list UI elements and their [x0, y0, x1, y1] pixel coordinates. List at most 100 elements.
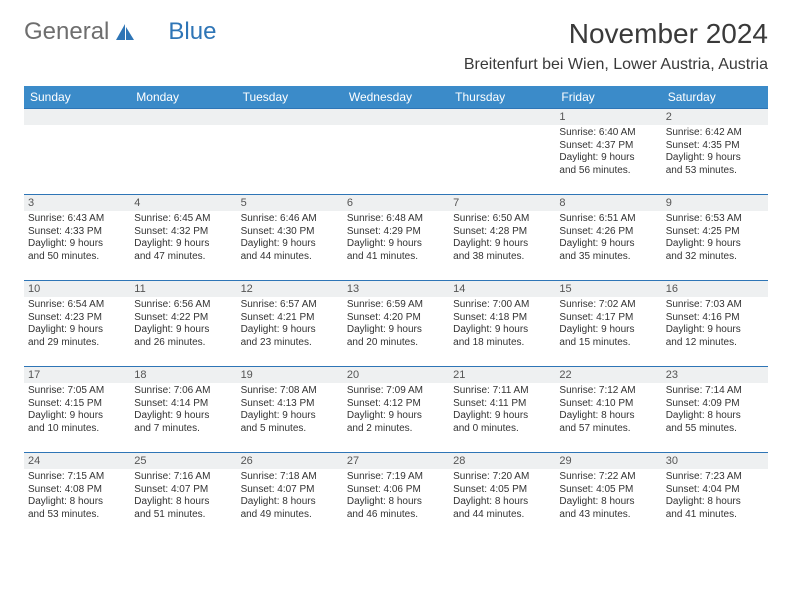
sunrise-text: Sunrise: 7:23 AM [666, 471, 764, 484]
sunrise-text: Sunrise: 6:43 AM [28, 213, 126, 226]
sunrise-text: Sunrise: 7:16 AM [134, 471, 232, 484]
daylight-line2: and 41 minutes. [347, 251, 445, 264]
daylight-line2: and 35 minutes. [559, 251, 657, 264]
calendar-cell: 21Sunrise: 7:11 AMSunset: 4:11 PMDayligh… [449, 366, 555, 452]
sunset-text: Sunset: 4:07 PM [241, 484, 339, 497]
daylight-line2: and 57 minutes. [559, 423, 657, 436]
daylight-line1: Daylight: 8 hours [28, 496, 126, 509]
day-number: 30 [662, 453, 768, 469]
cell-body: Sunrise: 7:16 AMSunset: 4:07 PMDaylight:… [130, 469, 236, 525]
calendar-cell: 7Sunrise: 6:50 AMSunset: 4:28 PMDaylight… [449, 194, 555, 280]
day-number: 7 [449, 195, 555, 211]
cell-body: Sunrise: 7:08 AMSunset: 4:13 PMDaylight:… [237, 383, 343, 439]
cell-body: Sunrise: 6:46 AMSunset: 4:30 PMDaylight:… [237, 211, 343, 267]
cell-body: Sunrise: 7:02 AMSunset: 4:17 PMDaylight:… [555, 297, 661, 353]
day-number: 27 [343, 453, 449, 469]
sunset-text: Sunset: 4:26 PM [559, 226, 657, 239]
daylight-line2: and 26 minutes. [134, 337, 232, 350]
calendar-cell: 8Sunrise: 6:51 AMSunset: 4:26 PMDaylight… [555, 194, 661, 280]
cell-body: Sunrise: 6:42 AMSunset: 4:35 PMDaylight:… [662, 125, 768, 181]
cell-body: Sunrise: 7:00 AMSunset: 4:18 PMDaylight:… [449, 297, 555, 353]
daylight-line2: and 44 minutes. [241, 251, 339, 264]
day-number: 15 [555, 281, 661, 297]
sunset-text: Sunset: 4:11 PM [453, 398, 551, 411]
calendar-cell: 12Sunrise: 6:57 AMSunset: 4:21 PMDayligh… [237, 280, 343, 366]
cell-body: Sunrise: 7:19 AMSunset: 4:06 PMDaylight:… [343, 469, 449, 525]
month-title: November 2024 [464, 18, 768, 50]
daylight-line2: and 2 minutes. [347, 423, 445, 436]
calendar-cell: 24 Sunrise: 7:15 AMSunset: 4:08 PMDayligh… [24, 452, 130, 538]
cell-body: Sunrise: 6:57 AMSunset: 4:21 PMDaylight:… [237, 297, 343, 353]
daylight-line1: Daylight: 9 hours [666, 152, 764, 165]
sunset-text: Sunset: 4:30 PM [241, 226, 339, 239]
daylight-line2: and 10 minutes. [28, 423, 126, 436]
sunrise-text: Sunrise: 7:00 AM [453, 299, 551, 312]
sail-icon [114, 22, 136, 42]
header: General Blue November 2024 Breitenfurt b… [24, 18, 768, 74]
cell-body: Sunrise: 7:23 AMSunset: 4:04 PMDaylight:… [662, 469, 768, 525]
day-number: 18 [130, 367, 236, 383]
day-number: 19 [237, 367, 343, 383]
sunset-text: Sunset: 4:15 PM [28, 398, 126, 411]
sunrise-text: Sunrise: 6:57 AM [241, 299, 339, 312]
daylight-line2: and 41 minutes. [666, 509, 764, 522]
sunset-text: Sunset: 4:22 PM [134, 312, 232, 325]
cell-body: Sunrise: 7:09 AMSunset: 4:12 PMDaylight:… [343, 383, 449, 439]
sunrise-text: Sunrise: 7:03 AM [666, 299, 764, 312]
sunrise-text: Sunrise: 7:05 AM [28, 385, 126, 398]
day-header: Wednesday [343, 86, 449, 108]
daylight-line1: Daylight: 9 hours [134, 410, 232, 423]
daylight-line2: and 44 minutes. [453, 509, 551, 522]
sunset-text: Sunset: 4:08 PM [28, 484, 126, 497]
day-number: 24 [24, 453, 130, 469]
daylight-line2: and 46 minutes. [347, 509, 445, 522]
calendar-cell: 20Sunrise: 7:09 AMSunset: 4:12 PMDayligh… [343, 366, 449, 452]
day-number: 23 [662, 367, 768, 383]
day-number: 22 [555, 367, 661, 383]
cell-body: Sunrise: 7:03 AMSunset: 4:16 PMDaylight:… [662, 297, 768, 353]
daylight-line2: and 32 minutes. [666, 251, 764, 264]
calendar-cell: 10Sunrise: 6:54 AMSunset: 4:23 PMDayligh… [24, 280, 130, 366]
daylight-line1: Daylight: 9 hours [28, 238, 126, 251]
sunset-text: Sunset: 4:12 PM [347, 398, 445, 411]
sunrise-text: Sunrise: 7:15 AM [28, 471, 126, 484]
day-number: 12 [237, 281, 343, 297]
calendar-grid: SundayMondayTuesdayWednesdayThursdayFrid… [24, 86, 768, 538]
daylight-line2: and 51 minutes. [134, 509, 232, 522]
daylight-line2: and 12 minutes. [666, 337, 764, 350]
sunrise-text: Sunrise: 6:40 AM [559, 127, 657, 140]
daylight-line1: Daylight: 9 hours [134, 238, 232, 251]
location-text: Breitenfurt bei Wien, Lower Austria, Aus… [464, 56, 768, 74]
daylight-line1: Daylight: 9 hours [559, 324, 657, 337]
day-number: 25 [130, 453, 236, 469]
day-number: 14 [449, 281, 555, 297]
sunrise-text: Sunrise: 7:02 AM [559, 299, 657, 312]
daylight-line1: Daylight: 9 hours [134, 324, 232, 337]
calendar-cell: 14Sunrise: 7:00 AMSunset: 4:18 PMDayligh… [449, 280, 555, 366]
daylight-line1: Daylight: 8 hours [347, 496, 445, 509]
daylight-line2: and 15 minutes. [559, 337, 657, 350]
day-number: 6 [343, 195, 449, 211]
day-header: Tuesday [237, 86, 343, 108]
cell-body [237, 125, 343, 131]
calendar-cell: 22Sunrise: 7:12 AMSunset: 4:10 PMDayligh… [555, 366, 661, 452]
cell-body: Sunrise: 6:48 AMSunset: 4:29 PMDaylight:… [343, 211, 449, 267]
daylight-line2: and 23 minutes. [241, 337, 339, 350]
daylight-line2: and 20 minutes. [347, 337, 445, 350]
cell-body: Sunrise: 6:53 AMSunset: 4:25 PMDaylight:… [662, 211, 768, 267]
sunrise-text: Sunrise: 7:19 AM [347, 471, 445, 484]
cell-body: Sunrise: 6:51 AMSunset: 4:26 PMDaylight:… [555, 211, 661, 267]
calendar-cell: 23Sunrise: 7:14 AMSunset: 4:09 PMDayligh… [662, 366, 768, 452]
cell-body [24, 125, 130, 131]
calendar-page: General Blue November 2024 Breitenfurt b… [0, 0, 792, 612]
calendar-cell: 6Sunrise: 6:48 AMSunset: 4:29 PMDaylight… [343, 194, 449, 280]
daylight-line2: and 5 minutes. [241, 423, 339, 436]
sunset-text: Sunset: 4:18 PM [453, 312, 551, 325]
title-block: November 2024 Breitenfurt bei Wien, Lowe… [464, 18, 768, 74]
daylight-line1: Daylight: 9 hours [241, 238, 339, 251]
cell-body: Sunrise: 7:20 AMSunset: 4:05 PMDaylight:… [449, 469, 555, 525]
brand-logo: General Blue [24, 18, 216, 46]
cell-body: Sunrise: 6:59 AMSunset: 4:20 PMDaylight:… [343, 297, 449, 353]
cell-body: Sunrise: 6:56 AMSunset: 4:22 PMDaylight:… [130, 297, 236, 353]
daylight-line2: and 18 minutes. [453, 337, 551, 350]
